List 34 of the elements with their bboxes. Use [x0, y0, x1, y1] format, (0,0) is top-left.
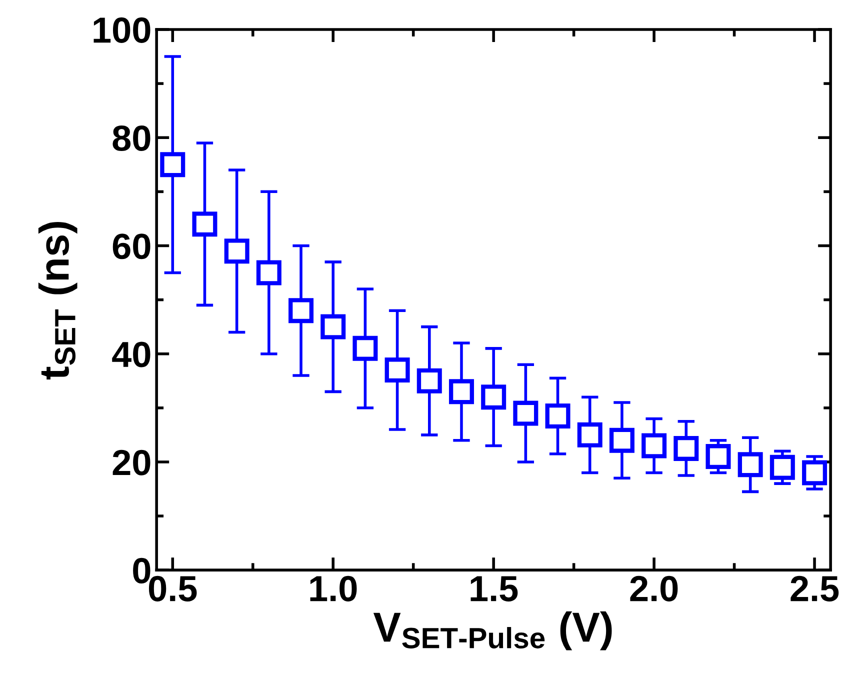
point [706, 444, 731, 470]
x-tick-label: 2.5 [790, 576, 839, 602]
point [513, 400, 538, 426]
y-tick-label: 80 [112, 125, 150, 152]
point [448, 379, 474, 404]
point [288, 298, 314, 324]
point [160, 152, 186, 178]
point [642, 433, 667, 458]
y-tick-label: 60 [112, 234, 150, 260]
point [770, 454, 795, 480]
point [545, 404, 570, 429]
point [674, 436, 699, 461]
x-tick-label: 2.0 [630, 576, 678, 602]
point [802, 460, 828, 486]
point [224, 238, 250, 264]
point [192, 212, 218, 237]
point [320, 314, 346, 340]
point [481, 384, 506, 410]
y-tick-label: 100 [94, 17, 150, 43]
x-tick-label: 1.0 [310, 576, 357, 602]
x-tick-label: 1.5 [470, 576, 518, 602]
point [738, 452, 763, 478]
x-tick-label: 0.5 [148, 576, 197, 602]
point [256, 260, 282, 286]
point [352, 336, 378, 361]
point [416, 368, 442, 394]
y-tick-label: 20 [112, 450, 150, 476]
point [577, 422, 602, 448]
point [384, 358, 410, 383]
x-axis-title: V$_{SET-Pulse}$ (V) [373, 611, 612, 650]
y-axis-title: t$_{SET}$ (ns) [38, 222, 78, 380]
y-tick-label: 40 [112, 342, 150, 368]
y-tick-label: 0 [133, 558, 150, 584]
point [609, 428, 634, 453]
